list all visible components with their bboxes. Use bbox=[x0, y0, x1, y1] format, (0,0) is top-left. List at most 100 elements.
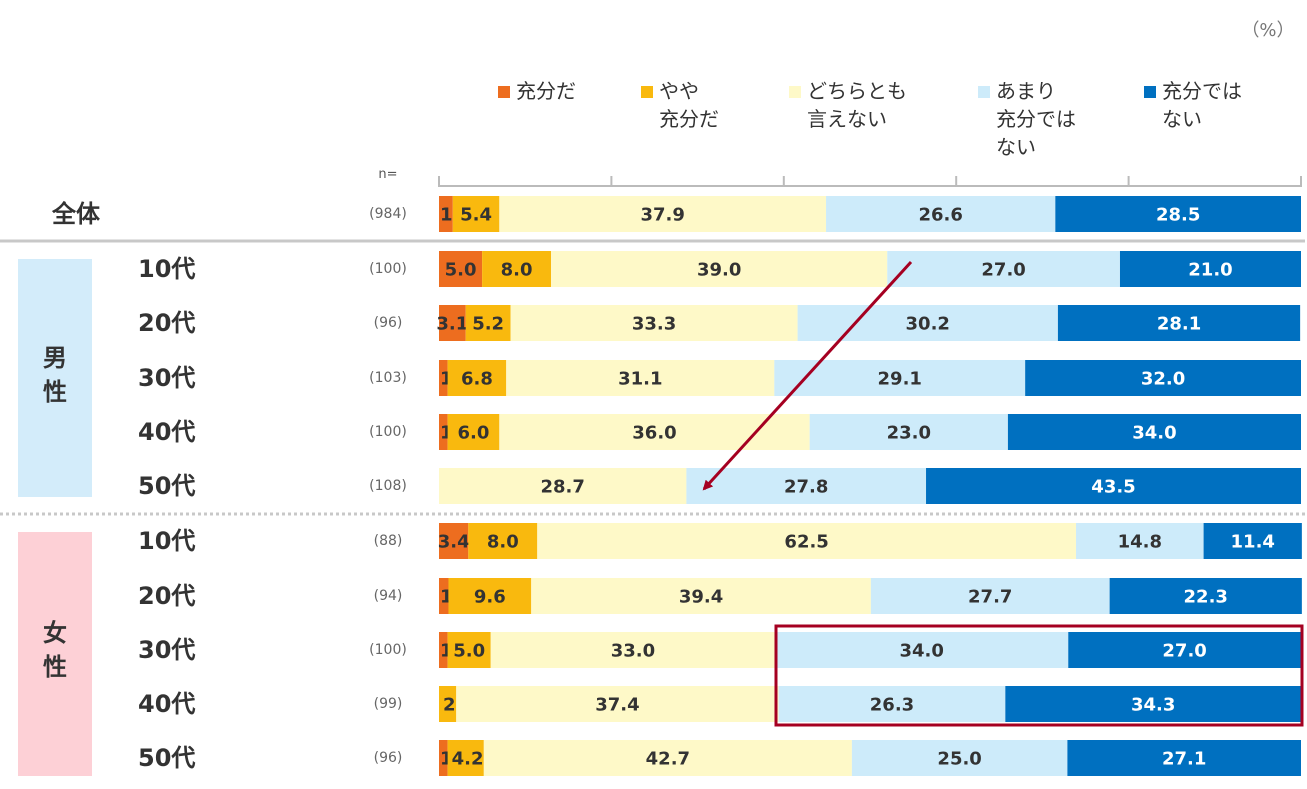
bar-row-male-30代: 30代(103)1.06.831.129.132.0 bbox=[138, 360, 1301, 396]
bar-row-female-10代: 10代 (88) 3.4 8.0 62.5 14.8 11.4 bbox=[138, 523, 1302, 559]
data-label-dochira: 33.3 bbox=[632, 314, 676, 335]
data-label-jubun_nai: 34.3 bbox=[1131, 695, 1175, 716]
bar-segment-yaya bbox=[482, 251, 552, 287]
data-label-jubun: 3.1 bbox=[436, 314, 468, 335]
bar-segment-jubun_nai bbox=[926, 468, 1301, 504]
unit-label: （%） bbox=[1241, 20, 1294, 41]
data-label-jubun_nai: 11.4 bbox=[1231, 532, 1275, 553]
bar-segment-jubun_nai bbox=[1068, 632, 1301, 668]
row-n: (984) bbox=[369, 206, 407, 222]
bar-segment-jubun bbox=[439, 414, 448, 450]
bar-segment-amari bbox=[778, 686, 1006, 722]
bar-segment-amari bbox=[809, 414, 1008, 450]
female-band bbox=[18, 532, 92, 776]
row-label: 20代 bbox=[138, 582, 195, 610]
bar-rows: 全体(984)1.65.437.926.628.510代(100)5.08.03… bbox=[51, 196, 1302, 776]
n-header: n= bbox=[378, 167, 397, 182]
bar-segment-yaya bbox=[439, 686, 457, 722]
data-label-jubun_nai: 34.0 bbox=[1132, 423, 1176, 444]
data-label-yaya: 5.2 bbox=[472, 314, 504, 335]
bar-row-male-20代: 20代 (96) 3.1 5.2 33.3 30.2 28.1 bbox=[138, 305, 1301, 341]
legend-swatch-jubun bbox=[498, 86, 510, 98]
row-n: (103) bbox=[369, 370, 407, 386]
legend-label-yaya: やや bbox=[659, 79, 699, 103]
data-label-yaya: 8.0 bbox=[501, 260, 533, 281]
row-label: 全体 bbox=[51, 200, 101, 228]
data-label-amari: 27.0 bbox=[981, 260, 1025, 281]
bar-row-male-10代: 10代 (100) 5.0 8.0 39.0 27.0 21.0 bbox=[138, 251, 1301, 287]
male-group-label: 男 bbox=[43, 344, 67, 372]
row-n: (100) bbox=[369, 642, 407, 658]
bar-segment-jubun_nai bbox=[1025, 360, 1301, 396]
bar-segment-jubun_nai bbox=[1055, 196, 1301, 232]
data-label-yaya: 6.0 bbox=[458, 423, 490, 444]
bar-segment-jubun_nai bbox=[1057, 305, 1301, 341]
bar-segment-dochira bbox=[510, 305, 798, 341]
bar-segment-amari bbox=[797, 305, 1058, 341]
data-label-jubun: 3.4 bbox=[438, 532, 470, 553]
data-label-dochira: 36.0 bbox=[632, 423, 676, 444]
bar-segment-jubun_nai bbox=[1067, 740, 1301, 776]
male-band bbox=[18, 259, 92, 497]
data-label-dochira: 42.7 bbox=[646, 749, 690, 770]
bar-segment-amari bbox=[870, 578, 1110, 614]
legend-swatch-yaya bbox=[641, 86, 653, 98]
bar-segment-dochira bbox=[456, 686, 779, 722]
data-label-amari: 30.2 bbox=[906, 314, 950, 335]
bar-segment-jubun bbox=[439, 740, 448, 776]
bar-segment-yaya bbox=[447, 414, 500, 450]
bar-segment-amari bbox=[775, 632, 1069, 668]
bar-segment-jubun bbox=[439, 305, 466, 341]
data-label-dochira: 37.4 bbox=[595, 695, 639, 716]
legend-label-jubun: 充分だ bbox=[516, 79, 576, 103]
male-group-label: 性 bbox=[43, 378, 67, 406]
bar-segment-dochira bbox=[551, 251, 888, 287]
legend-swatch-jubun_nai bbox=[1144, 86, 1156, 98]
data-label-yaya: 8.0 bbox=[487, 532, 519, 553]
data-label-yaya: 6.8 bbox=[461, 369, 493, 390]
data-label-yaya: 5.0 bbox=[453, 641, 485, 662]
bar-segment-jubun_nai bbox=[1007, 414, 1301, 450]
bar-segment-dochira bbox=[537, 523, 1077, 559]
bar-segment-dochira bbox=[483, 740, 852, 776]
bar-row-male-40代: 40代(100)1.06.036.023.034.0 bbox=[138, 414, 1301, 450]
legend-label-dochira: どちらとも bbox=[807, 79, 907, 103]
legend-label-jubun_nai: ない bbox=[1162, 107, 1202, 131]
bar-segment-yaya bbox=[447, 632, 491, 668]
bar-segment-dochira bbox=[499, 196, 827, 232]
data-label-amari: 27.7 bbox=[968, 587, 1012, 608]
row-n: (94) bbox=[374, 588, 403, 604]
row-label: 20代 bbox=[138, 309, 195, 337]
row-n: (100) bbox=[369, 424, 407, 440]
separators bbox=[0, 239, 1305, 516]
data-label-yaya: 9.6 bbox=[474, 587, 506, 608]
data-label-yaya: 4.2 bbox=[452, 749, 484, 770]
data-label-jubun_nai: 27.1 bbox=[1162, 749, 1206, 770]
row-label: 10代 bbox=[138, 527, 195, 555]
bar-segment-jubun_nai bbox=[1119, 251, 1301, 287]
data-label-amari: 29.1 bbox=[878, 369, 922, 390]
data-label-amari: 25.0 bbox=[937, 749, 981, 770]
trend-arrow bbox=[702, 260, 913, 491]
row-n: (88) bbox=[374, 533, 403, 549]
bar-segment-jubun_nai bbox=[1005, 686, 1301, 722]
row-label: 40代 bbox=[138, 690, 195, 718]
row-label: 10代 bbox=[138, 255, 195, 283]
bar-row-female-20代: 20代(94)1.19.639.427.722.3 bbox=[138, 578, 1302, 614]
bar-segment-yaya bbox=[465, 305, 511, 341]
legend-label-amari: 充分では bbox=[996, 107, 1076, 131]
data-label-amari: 26.3 bbox=[870, 695, 914, 716]
bar-row-female-30代: 30代(100)1.05.033.034.027.0 bbox=[138, 632, 1301, 668]
data-label-dochira: 39.4 bbox=[679, 587, 723, 608]
data-label-dochira: 33.0 bbox=[611, 641, 655, 662]
bar-row-female-40代: 40代(99)2.037.426.334.3 bbox=[138, 686, 1301, 722]
bar-segment-dochira bbox=[506, 360, 775, 396]
data-label-amari: 14.8 bbox=[1118, 532, 1162, 553]
data-label-jubun_nai: 22.3 bbox=[1184, 587, 1228, 608]
data-label-dochira: 62.5 bbox=[784, 532, 828, 553]
row-n: (96) bbox=[374, 315, 403, 331]
data-label-dochira: 37.9 bbox=[640, 205, 684, 226]
row-n: (100) bbox=[369, 261, 407, 277]
bar-segment-yaya bbox=[448, 578, 532, 614]
